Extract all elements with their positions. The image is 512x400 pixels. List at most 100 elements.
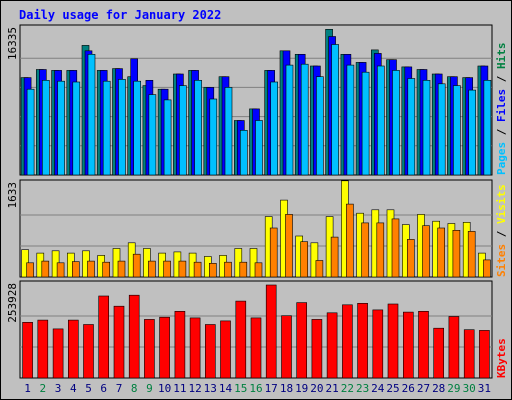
bar-visits-sites-day-28 bbox=[437, 227, 446, 278]
bar-kbytes-kbytes-day-22 bbox=[342, 304, 353, 379]
y-max-label-hits: 16335 bbox=[6, 27, 19, 60]
bar-visits-sites-day-30 bbox=[467, 231, 476, 278]
chart-title: Daily usage for January 2022 bbox=[19, 8, 221, 22]
bar-visits-sites-day-24 bbox=[376, 222, 385, 278]
x-tick-label: 26 bbox=[402, 382, 415, 395]
bar-visits-sites-day-10 bbox=[163, 260, 171, 278]
legend-item-pages: Pages bbox=[495, 142, 508, 175]
x-tick-label: 15 bbox=[234, 382, 247, 395]
bar-hits-pages-day-8 bbox=[133, 80, 141, 176]
bar-hits-pages-day-18 bbox=[285, 64, 294, 176]
bar-hits-pages-day-9 bbox=[148, 94, 157, 176]
bar-visits-sites-day-12 bbox=[193, 261, 202, 278]
x-tick-label: 1 bbox=[24, 382, 31, 395]
x-tick-label: 11 bbox=[173, 382, 186, 395]
panel-visits: 1633 Sites / Visits bbox=[6, 179, 508, 278]
y-max-label-kbytes: 253928 bbox=[6, 283, 19, 323]
x-tick-label: 19 bbox=[295, 382, 308, 395]
bar-hits-pages-day-1 bbox=[26, 88, 35, 176]
x-tick-label: 17 bbox=[265, 382, 278, 395]
bar-hits-pages-day-22 bbox=[346, 64, 355, 176]
bar-kbytes-kbytes-day-27 bbox=[418, 310, 429, 379]
x-axis: 1 2 3 4 5 6 7 8 9 10 11 12 13 14 15 16 17 18 19 20 21 22 23 24 2… bbox=[24, 382, 491, 395]
chart-panels: 16335 Pages / Files / Hits 1633 Sites / Vis… bbox=[6, 24, 508, 379]
bar-kbytes-kbytes-day-5 bbox=[83, 324, 94, 379]
x-tick-label: 9 bbox=[146, 382, 153, 395]
bar-kbytes-kbytes-day-9 bbox=[144, 319, 155, 379]
panel-kbytes: 253928 KBytes bbox=[6, 280, 508, 379]
x-tick-label: 12 bbox=[188, 382, 201, 395]
x-tick-label: 10 bbox=[158, 382, 171, 395]
bar-visits-sites-day-8 bbox=[132, 253, 141, 278]
bar-kbytes-kbytes-day-10 bbox=[159, 316, 170, 379]
x-tick-label: 5 bbox=[85, 382, 92, 395]
bar-visits-sites-day-9 bbox=[148, 260, 156, 278]
bar-hits-pages-day-14 bbox=[224, 87, 233, 176]
bar-kbytes-kbytes-day-18 bbox=[281, 315, 292, 379]
x-tick-label: 16 bbox=[249, 382, 262, 395]
bar-visits-sites-day-22 bbox=[346, 203, 354, 278]
bar-visits-sites-day-29 bbox=[452, 230, 461, 278]
bar-kbytes-kbytes-day-7 bbox=[113, 305, 125, 379]
x-tick-label: 2 bbox=[39, 382, 46, 395]
y-max-label-visits: 1633 bbox=[6, 182, 19, 209]
bar-hits-pages-day-15 bbox=[240, 130, 248, 176]
bar-hits-pages-day-23 bbox=[361, 71, 370, 176]
bar-hits-pages-day-6 bbox=[102, 80, 111, 176]
legend-hits: Pages / Files / Hits bbox=[495, 43, 508, 176]
bar-kbytes-kbytes-day-19 bbox=[296, 302, 308, 379]
bar-kbytes-kbytes-day-24 bbox=[372, 309, 384, 379]
bar-hits-pages-day-26 bbox=[407, 78, 416, 176]
bar-hits-pages-day-27 bbox=[422, 80, 431, 176]
bar-hits-pages-day-28 bbox=[437, 83, 446, 176]
bar-kbytes-kbytes-day-26 bbox=[402, 311, 414, 379]
bar-visits-sites-day-16 bbox=[254, 262, 263, 278]
bar-kbytes-kbytes-day-23 bbox=[357, 302, 368, 379]
bar-hits-pages-day-30 bbox=[468, 89, 477, 176]
x-tick-label: 8 bbox=[131, 382, 138, 395]
bar-visits-sites-day-27 bbox=[422, 225, 430, 278]
bar-kbytes-kbytes-day-30 bbox=[463, 329, 475, 379]
bar-visits-visits-day-20 bbox=[310, 242, 319, 278]
x-tick-label: 14 bbox=[219, 382, 233, 395]
bar-hits-pages-day-11 bbox=[179, 85, 187, 176]
x-tick-label: 23 bbox=[356, 382, 369, 395]
bar-kbytes-kbytes-day-15 bbox=[235, 300, 247, 379]
bar-visits-sites-day-25 bbox=[391, 218, 400, 278]
bar-kbytes-kbytes-day-28 bbox=[433, 327, 445, 379]
legend-item-visits: Visits bbox=[495, 184, 508, 224]
bar-kbytes-kbytes-day-31 bbox=[479, 330, 490, 379]
legend-item-hits: Hits bbox=[495, 43, 508, 70]
bar-visits-sites-day-17 bbox=[269, 227, 278, 278]
bar-hits-pages-day-10 bbox=[163, 99, 172, 176]
bar-visits-sites-day-18 bbox=[285, 214, 293, 278]
bar-kbytes-kbytes-day-25 bbox=[387, 303, 399, 379]
legend-item-files: Files bbox=[495, 89, 508, 122]
legend-kbytes: KBytes bbox=[495, 338, 508, 378]
legend-item-kbytes: KBytes bbox=[495, 338, 508, 378]
bar-visits-sites-day-19 bbox=[300, 241, 309, 278]
panel-hits: 16335 Pages / Files / Hits bbox=[6, 24, 508, 176]
x-tick-label: 27 bbox=[417, 382, 430, 395]
bar-hits-pages-day-2 bbox=[41, 80, 50, 176]
bar-hits-pages-day-20 bbox=[316, 76, 324, 176]
x-tick-label: 4 bbox=[70, 382, 77, 395]
bar-kbytes-kbytes-day-6 bbox=[98, 295, 109, 379]
bar-visits-sites-day-5 bbox=[87, 260, 95, 278]
bar-kbytes-kbytes-day-21 bbox=[326, 312, 338, 379]
x-tick-label: 7 bbox=[116, 382, 123, 395]
bar-hits-pages-day-13 bbox=[209, 98, 218, 176]
bar-kbytes-kbytes-day-16 bbox=[250, 317, 262, 379]
x-tick-label: 30 bbox=[463, 382, 476, 395]
bar-hits-pages-day-4 bbox=[72, 81, 81, 176]
bar-kbytes-kbytes-day-29 bbox=[448, 316, 460, 379]
bar-kbytes-kbytes-day-13 bbox=[205, 324, 216, 379]
bar-visits-sites-day-6 bbox=[102, 261, 110, 278]
bar-visits-sites-day-2 bbox=[41, 260, 50, 278]
bar-hits-pages-day-31 bbox=[483, 80, 492, 176]
bar-kbytes-kbytes-day-8 bbox=[128, 294, 140, 379]
bar-hits-pages-day-25 bbox=[392, 70, 400, 176]
bar-kbytes-kbytes-day-14 bbox=[220, 320, 231, 379]
bar-visits-sites-day-15 bbox=[239, 261, 248, 278]
